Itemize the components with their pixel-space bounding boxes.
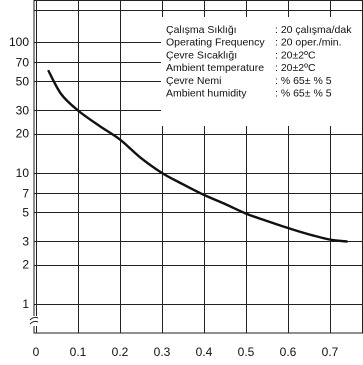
condition-label: Çevre Sıcaklığı: [166, 49, 237, 61]
conditions-box: Çalışma Sıklığı : 20 çalışma/dak Operating…: [161, 17, 362, 126]
condition-value: : 20±2ºC: [275, 49, 316, 61]
data-series-line: [47, 69, 348, 243]
x-tick-label: 0.5: [238, 345, 255, 359]
y-tick-label: 10: [16, 166, 30, 180]
condition-label: Ambient temperature: [166, 62, 264, 74]
y-tick-label: 30: [16, 103, 30, 117]
axis-break-line: [29, 316, 39, 321]
tick-labels: 1 2 3 5 7 10 20 30 50 70 100 0 0.1 0.2 0.3 0.4 0.5 0.6 0.7: [9, 35, 339, 359]
series-layer: [47, 69, 348, 243]
y-tick-label: 50: [16, 74, 30, 88]
condition-value: : 20 çalışma/dak: [275, 24, 352, 36]
x-tick-label: 0.4: [196, 345, 213, 359]
conditions-background: [161, 17, 362, 126]
y-tick-label: 1: [22, 297, 29, 311]
y-tick-label: 7: [22, 186, 29, 200]
x-tick-label: 0.3: [154, 345, 171, 359]
grid: [33, 0, 363, 334]
condition-value: : % 65± % 5: [275, 88, 332, 100]
condition-value: : % 65± % 5: [275, 75, 332, 87]
condition-label: Çevre Nemi: [166, 75, 221, 87]
condition-value: : 20 oper./min.: [275, 37, 342, 49]
x-tick-label: 0.7: [322, 345, 339, 359]
condition-label: Operating Frequency: [166, 37, 265, 49]
x-tick-label: 0.1: [70, 345, 87, 359]
y-tick-label: 100: [9, 35, 29, 49]
y-tick-label: 20: [16, 127, 30, 141]
y-tick-label: 3: [22, 234, 29, 248]
x-tick-label: 0.2: [112, 345, 129, 359]
condition-label: Çalışma Sıklığı: [166, 24, 237, 36]
x-tick-label: 0: [33, 345, 40, 359]
condition-value: : 20±2ºC: [275, 62, 316, 74]
axis-break-line: [29, 320, 39, 325]
y-tick-label: 5: [22, 205, 29, 219]
x-tick-label: 0.6: [280, 345, 297, 359]
y-tick-label: 70: [16, 55, 30, 69]
y-tick-label: 2: [22, 258, 29, 272]
y-axis-break-mark: [29, 316, 39, 326]
condition-label: Ambient humidity: [166, 88, 247, 100]
